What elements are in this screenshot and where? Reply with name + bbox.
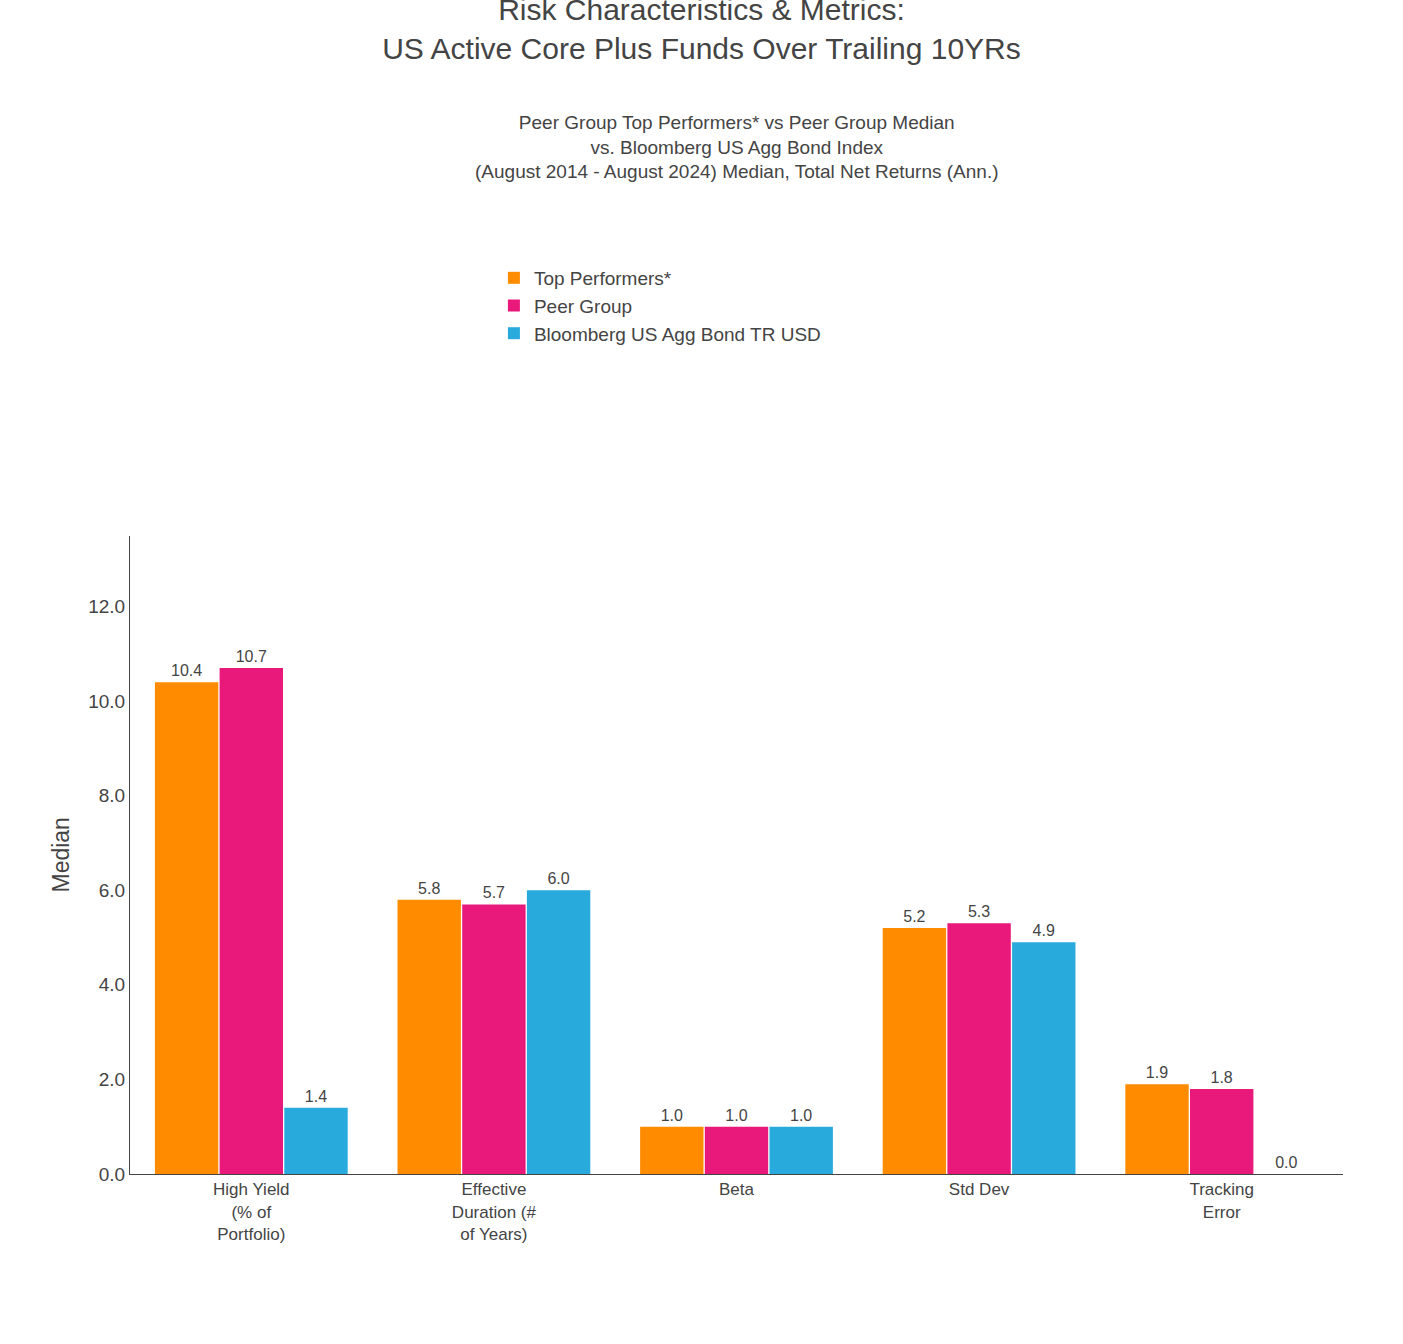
- svg-text:0.0: 0.0: [99, 1164, 125, 1185]
- svg-text:6.0: 6.0: [547, 870, 569, 887]
- svg-text:EffectiveDuration (#of Years): EffectiveDuration (#of Years): [452, 1180, 537, 1243]
- svg-text:Risk Characteristics & Metrics: Risk Characteristics & Metrics:US Active…: [382, 0, 1021, 65]
- svg-text:2.0: 2.0: [99, 1069, 125, 1090]
- svg-text:Peer Group: Peer Group: [534, 296, 632, 317]
- svg-text:TrackingError: TrackingError: [1189, 1180, 1254, 1221]
- svg-text:4.9: 4.9: [1033, 922, 1055, 939]
- svg-text:10.7: 10.7: [236, 648, 267, 665]
- svg-text:5.7: 5.7: [483, 884, 505, 901]
- svg-text:4.0: 4.0: [99, 974, 125, 995]
- svg-text:5.2: 5.2: [903, 908, 925, 925]
- svg-text:1.0: 1.0: [725, 1107, 747, 1124]
- svg-text:Beta: Beta: [719, 1180, 755, 1199]
- svg-text:1.9: 1.9: [1146, 1064, 1168, 1081]
- svg-text:Median: Median: [48, 817, 74, 892]
- svg-text:Peer Group Top Performers* vs: Peer Group Top Performers* vs Peer Group…: [475, 112, 999, 182]
- svg-text:High Yield(% ofPortfolio): High Yield(% ofPortfolio): [213, 1180, 290, 1243]
- svg-text:1.0: 1.0: [661, 1107, 683, 1124]
- svg-text:1.8: 1.8: [1211, 1069, 1233, 1086]
- svg-text:1.0: 1.0: [790, 1107, 812, 1124]
- svg-text:Top Performers*: Top Performers*: [534, 268, 672, 289]
- svg-text:5.8: 5.8: [418, 880, 440, 897]
- svg-text:1.4: 1.4: [305, 1088, 327, 1105]
- svg-text:10.4: 10.4: [171, 662, 202, 679]
- svg-text:6.0: 6.0: [99, 880, 125, 901]
- svg-text:Std Dev: Std Dev: [949, 1180, 1010, 1199]
- svg-text:0.0: 0.0: [1275, 1154, 1297, 1171]
- svg-text:Bloomberg US Agg Bond TR USD: Bloomberg US Agg Bond TR USD: [534, 324, 821, 345]
- svg-text:12.0: 12.0: [88, 596, 125, 617]
- svg-text:10.0: 10.0: [88, 691, 125, 712]
- svg-text:8.0: 8.0: [99, 785, 125, 806]
- svg-text:5.3: 5.3: [968, 903, 990, 920]
